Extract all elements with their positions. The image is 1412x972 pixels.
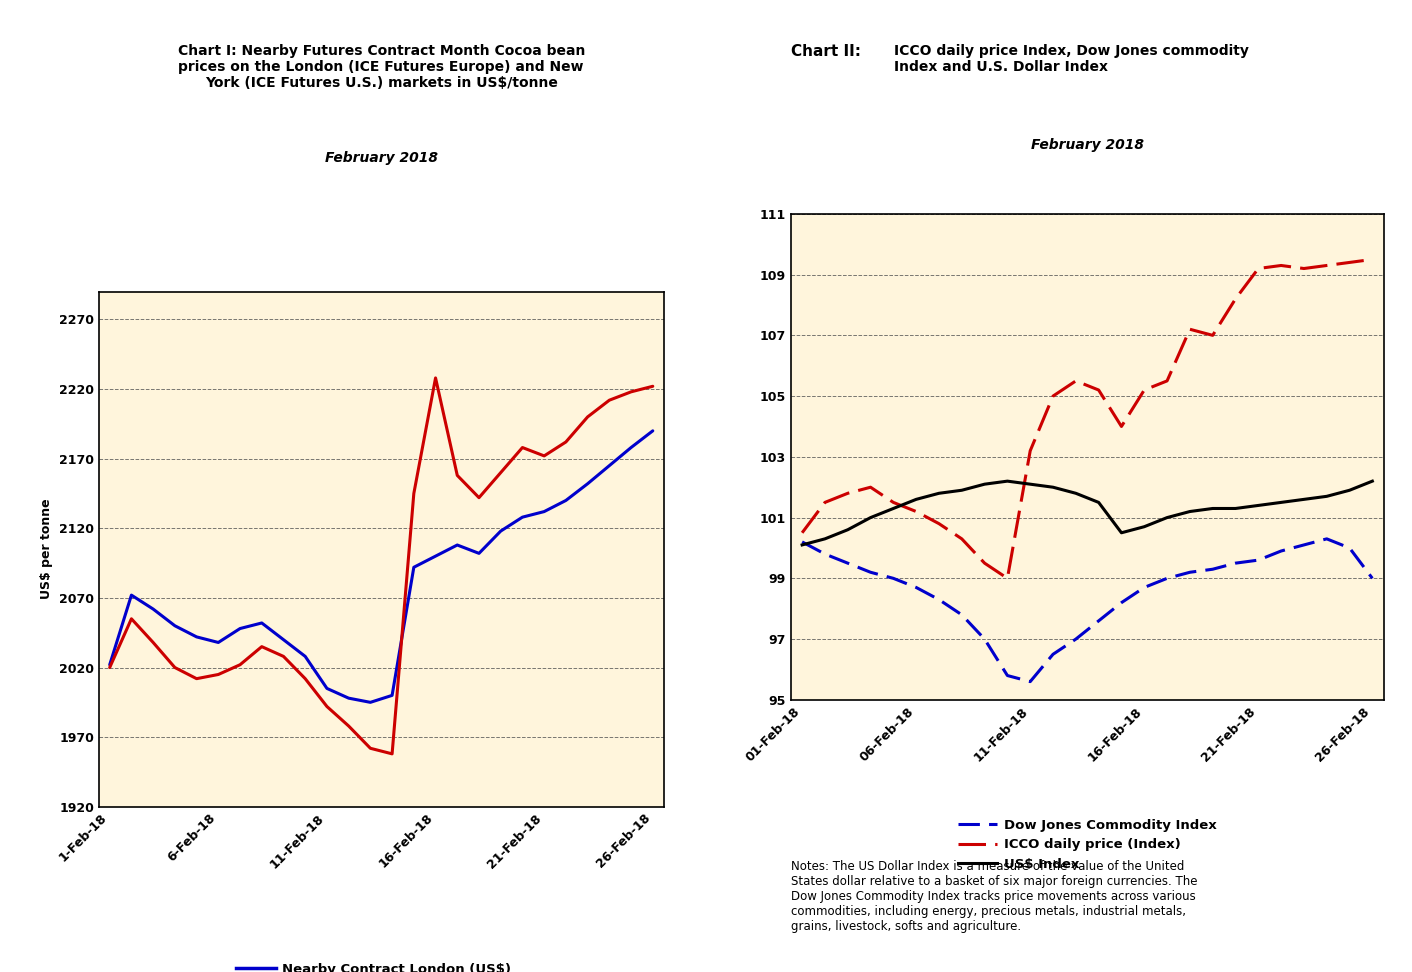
- Y-axis label: US$ per tonne: US$ per tonne: [41, 499, 54, 600]
- Text: Notes: The US Dollar Index is a measure of the value of the United
States dollar: Notes: The US Dollar Index is a measure …: [791, 860, 1197, 933]
- Text: February 2018: February 2018: [325, 151, 438, 164]
- Legend: Dow Jones Commodity Index, ICCO daily price (Index), US$ Index: Dow Jones Commodity Index, ICCO daily pr…: [953, 814, 1221, 876]
- Text: Chart II:: Chart II:: [791, 44, 861, 58]
- Text: Chart I: Nearby Futures Contract Month Cocoa bean
prices on the London (ICE Futu: Chart I: Nearby Futures Contract Month C…: [178, 44, 585, 90]
- Text: February 2018: February 2018: [1031, 138, 1144, 152]
- Text: ICCO daily price Index, Dow Jones commodity
Index and U.S. Dollar Index: ICCO daily price Index, Dow Jones commod…: [894, 44, 1248, 74]
- Legend: Nearby Contract London (US$), Nearby Contract New York (US$): Nearby Contract London (US$), Nearby Con…: [232, 957, 531, 972]
